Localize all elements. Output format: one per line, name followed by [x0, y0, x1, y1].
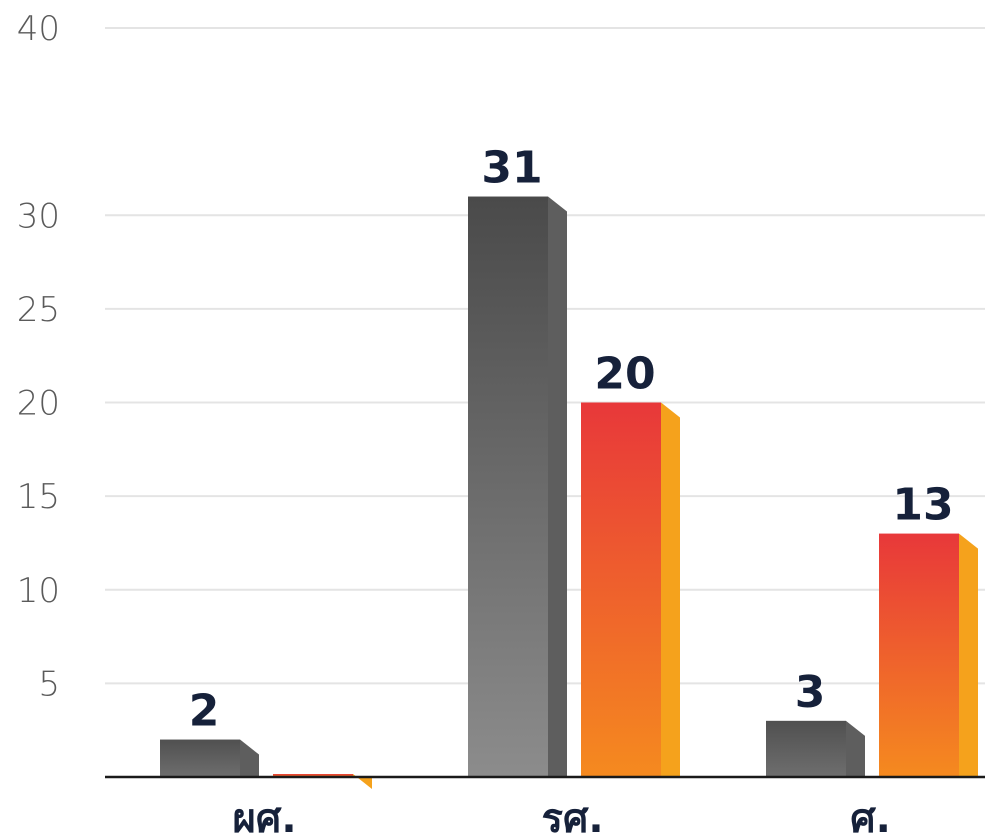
bar-front [468, 196, 548, 777]
y-tick-label: 30 [17, 196, 60, 236]
bar-side [548, 196, 567, 777]
x-tick-label: ศ. [850, 796, 891, 837]
bar-front [160, 739, 240, 777]
data-label: 2 [189, 686, 220, 737]
data-label: 31 [481, 143, 542, 194]
bar [581, 402, 680, 777]
bar [468, 196, 567, 777]
bar-side [846, 720, 865, 777]
y-tick-label: 5 [38, 664, 60, 704]
bar-side [661, 402, 680, 777]
data-label: 20 [594, 349, 655, 400]
bar-front [581, 402, 661, 777]
y-tick-label: 40 [17, 9, 60, 49]
data-label: 3 [795, 667, 826, 718]
x-axis-ticks: ผศ. รศ. ศ. [232, 796, 890, 837]
bar-front [766, 720, 846, 777]
bar-front [273, 774, 353, 777]
data-label: 13 [892, 480, 953, 531]
bars [160, 196, 978, 789]
bar [160, 739, 259, 777]
x-tick-label: ผศ. [232, 796, 296, 837]
y-tick-label: 25 [17, 290, 60, 330]
data-labels: 2 31 20 3 13 [189, 143, 954, 737]
y-tick-label: 10 [17, 571, 60, 611]
bar-front [879, 533, 959, 777]
bar-side [240, 739, 259, 777]
bar [879, 533, 978, 777]
y-tick-label: 15 [17, 477, 60, 517]
y-axis-ticks: 5 10 15 20 25 30 40 [17, 9, 60, 704]
bar [766, 720, 865, 777]
y-tick-label: 20 [17, 384, 60, 424]
x-tick-label: รศ. [541, 796, 603, 837]
bar-side [959, 533, 978, 777]
